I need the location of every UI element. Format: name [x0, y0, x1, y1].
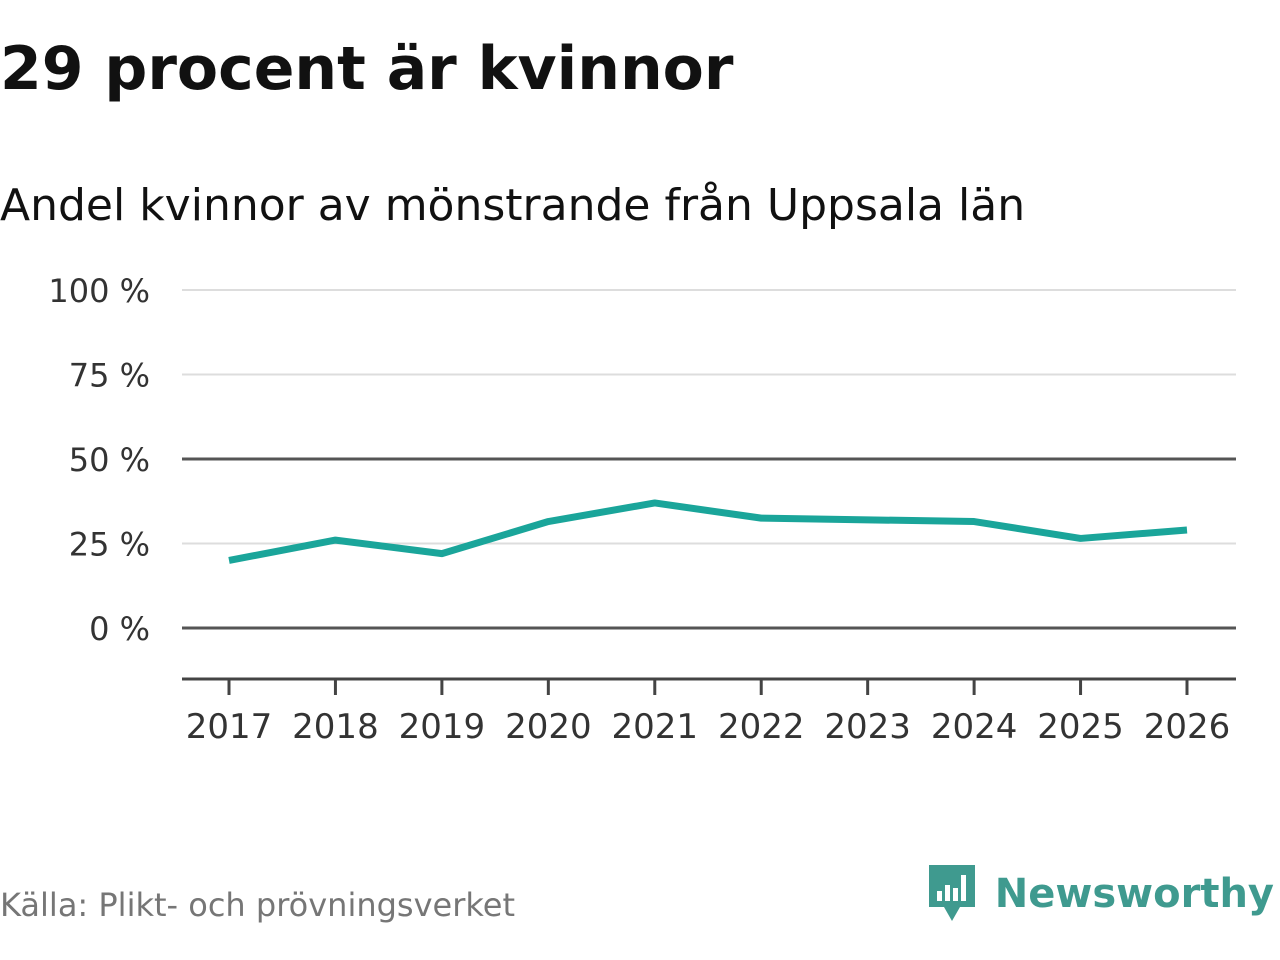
x-tick-label-2024: 2024 — [931, 707, 1018, 747]
brand-name: Newsworthy — [994, 871, 1274, 917]
x-tick-label-2019: 2019 — [399, 707, 486, 747]
line-chart: 0 % 25 % 50 % 75 % 100 % 2017 2018 2019 2020 202… — [48, 272, 1236, 747]
brand-logo-group: Newsworthy — [927, 862, 1274, 926]
x-axis: 2017 2018 2019 2020 2021 2022 2023 2024 2025 2026 — [182, 677, 1236, 747]
chart-subtitle: Andel kvinnor av mönstrande från Uppsala… — [0, 180, 1026, 231]
y-tick-label-100: 100 % — [48, 272, 150, 310]
y-tick-label-25: 25 % — [69, 526, 150, 564]
series-line-0 — [228, 499, 1188, 564]
x-tick-label-2021: 2021 — [612, 707, 699, 747]
x-tick-label-2026: 2026 — [1144, 707, 1231, 747]
x-tick-label-2020: 2020 — [505, 707, 592, 747]
x-tick-label-2023: 2023 — [824, 707, 911, 747]
source-note: Källa: Plikt- och prövningsverket — [0, 886, 515, 924]
series-layer — [228, 499, 1188, 564]
chart-title: 29 procent är kvinnor — [0, 34, 734, 104]
y-tick-label-0: 0 % — [89, 610, 150, 648]
y-tick-label-75: 75 % — [69, 357, 150, 395]
x-tick-label-2022: 2022 — [718, 707, 805, 747]
gridlines — [182, 289, 1236, 630]
x-tick-label-2025: 2025 — [1037, 707, 1124, 747]
x-tick-label-2018: 2018 — [292, 707, 379, 747]
y-tick-label-50: 50 % — [69, 441, 150, 479]
newsworthy-logo-icon — [928, 865, 975, 921]
x-tick-label-2017: 2017 — [186, 707, 273, 747]
y-axis: 0 % 25 % 50 % 75 % 100 % — [48, 272, 150, 648]
